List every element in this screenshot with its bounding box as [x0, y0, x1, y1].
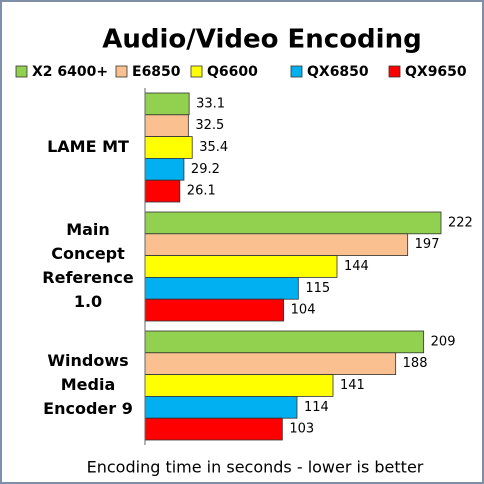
bar — [144, 92, 190, 116]
value-label: 103 — [289, 422, 314, 437]
value-label: 32.5 — [195, 118, 224, 133]
bar — [144, 330, 425, 354]
bar — [144, 417, 283, 441]
y-tick-label: LAME MT — [47, 137, 129, 156]
bar — [144, 395, 298, 419]
y-tick-label: Media — [61, 375, 116, 394]
legend-swatch — [15, 65, 28, 78]
value-label: 188 — [403, 356, 428, 371]
y-tick-label: Windows — [47, 351, 128, 370]
bar — [144, 276, 299, 300]
legend-swatch — [290, 65, 303, 78]
y-tick-label: Reference — [42, 268, 134, 287]
legend-label: X2 6400+ — [32, 64, 108, 80]
y-tick-label: 1.0 — [74, 292, 102, 311]
legend-swatch — [190, 65, 203, 78]
value-label: 114 — [304, 400, 329, 415]
value-label: 35.4 — [199, 140, 228, 155]
bar — [144, 211, 442, 235]
value-label: 144 — [344, 259, 369, 274]
value-label: 222 — [448, 215, 473, 230]
bar — [144, 352, 397, 375]
y-tick-label: Concept — [51, 244, 125, 263]
legend-label: QX6850 — [307, 64, 369, 80]
bar — [144, 233, 409, 257]
value-label: 141 — [340, 378, 365, 393]
legend-label: E6850 — [132, 64, 181, 80]
value-label: 33.1 — [196, 96, 225, 111]
y-tick-label: Encoder 9 — [43, 399, 133, 418]
value-label: 209 — [431, 334, 456, 349]
chart-title: Audio/Video Encoding — [102, 25, 421, 55]
bar — [144, 298, 285, 322]
bar — [144, 136, 193, 159]
legend-label: Q6600 — [207, 64, 258, 80]
bar — [144, 157, 185, 181]
bar — [144, 374, 334, 397]
value-label: 29.2 — [191, 162, 220, 177]
y-tick-label: Main — [66, 220, 110, 239]
value-label: 104 — [291, 303, 316, 318]
value-label: 197 — [415, 237, 440, 252]
legend-label: QX9650 — [405, 64, 467, 80]
legend-swatch — [388, 65, 401, 78]
legend-swatch — [115, 65, 128, 78]
bar — [144, 255, 338, 278]
value-label: 115 — [305, 281, 330, 296]
x-axis-label: Encoding time in seconds - lower is bett… — [87, 458, 424, 477]
value-label: 26.1 — [187, 184, 216, 199]
bar — [144, 114, 189, 138]
bar — [144, 179, 181, 203]
